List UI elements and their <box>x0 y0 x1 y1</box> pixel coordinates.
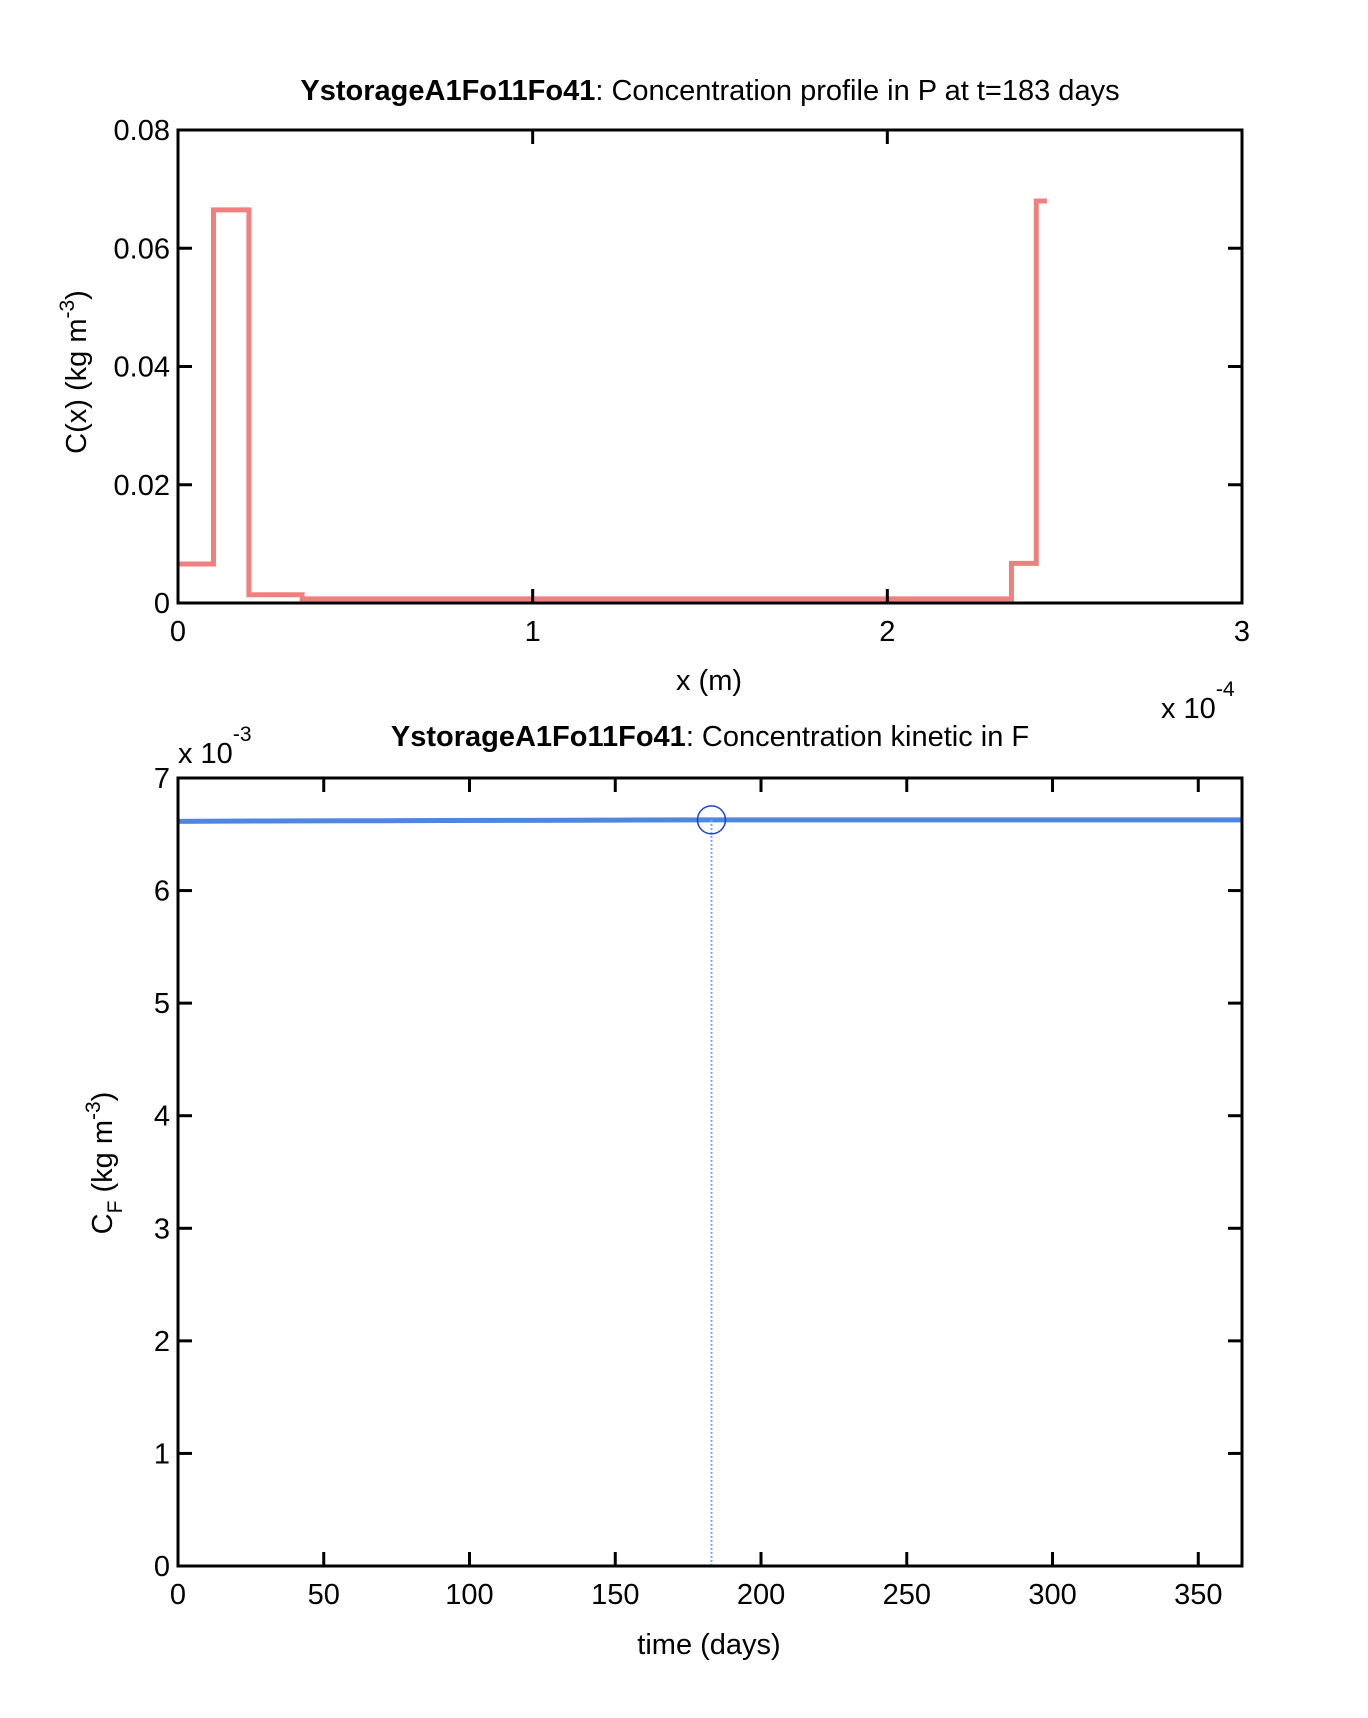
chart1-y-tick-label: 0.04 <box>114 352 170 384</box>
chart1-y-tick-label: 0.06 <box>114 233 170 265</box>
chart2-ticks: 0 50 100 150 200 250 300 350 0 1 2 3 4 5 6 7 <box>154 763 1242 1611</box>
chart2-y-exponent-power: -3 <box>233 723 252 746</box>
chart2-x-axis-label: time (days) <box>637 1629 780 1661</box>
chart1-x-tick-label: 2 <box>879 616 895 648</box>
chart2-series-line-0 <box>177 817 1242 824</box>
chart1-title-rest: : Concentration profile in P at t=183 da… <box>595 75 1119 107</box>
chart2-y-axis-label-close: ) <box>87 1092 119 1102</box>
chart1-y-tick-label: 0.02 <box>114 470 170 502</box>
chart1-y-axis-label-text: C(x) (kg m <box>61 319 93 454</box>
chart1-y-axis-label: C(x) (kg m-3) <box>56 290 93 454</box>
chart1-title-bold: YstorageA1Fo11Fo41 <box>300 75 595 107</box>
chart2-y-axis-label-main: C <box>87 1213 119 1234</box>
chart2-y-tick-label: 6 <box>154 876 170 908</box>
chart2-x-tick-label: 150 <box>591 1579 639 1611</box>
chart2-time-cursor-marker <box>696 805 727 835</box>
chart1-x-exponent-power: -4 <box>1216 678 1235 701</box>
chart2-plot-area <box>176 776 1244 1568</box>
chart1-y-axis-label-close: ) <box>61 290 93 300</box>
chart2-y-tick-label: 4 <box>154 1101 170 1133</box>
chart2-title-rest: : Concentration kinetic in F <box>686 721 1029 753</box>
chart1-x-axis-label: x (m) <box>676 665 742 697</box>
chart1-x-tick-label: 3 <box>1234 616 1250 648</box>
chart1-x-tick-label: 1 <box>525 616 541 648</box>
chart1-ticks: 0 1 2 3 0 0.02 0.04 0.06 0.08 <box>114 115 1251 648</box>
concentration-kinetic-chart: YstorageA1Fo11Fo41: Concentration kineti… <box>82 721 1244 1661</box>
chart2-y-tick-label: 7 <box>154 763 170 795</box>
chart2-y-exponent-base: x 10 <box>178 738 233 770</box>
chart2-x-tick-label: 0 <box>170 1579 186 1611</box>
chart2-x-tick-label: 300 <box>1028 1579 1076 1611</box>
chart2-y-tick-label: 1 <box>154 1438 170 1470</box>
chart2-y-tick-label: 3 <box>154 1213 170 1245</box>
chart1-title: YstorageA1Fo11Fo41: Concentration profil… <box>300 75 1119 107</box>
chart2-y-axis-label: CF (kg m-3) <box>82 1092 127 1235</box>
concentration-profile-chart: YstorageA1Fo11Fo41: Concentration profil… <box>56 75 1250 725</box>
chart2-title: YstorageA1Fo11Fo41: Concentration kineti… <box>391 721 1029 753</box>
chart2-y-axis-label-units: (kg m <box>87 1120 119 1201</box>
chart2-title-bold: YstorageA1Fo11Fo41 <box>391 721 686 753</box>
chart2-axes-frame <box>176 776 1244 1568</box>
chart1-x-exponent-base: x 10 <box>1161 693 1216 725</box>
chart2-x-tick-label: 50 <box>308 1579 340 1611</box>
chart2-x-tick-label: 250 <box>883 1579 931 1611</box>
chart2-x-tick-label: 100 <box>445 1579 493 1611</box>
chart2-y-tick-label: 5 <box>154 988 170 1020</box>
chart2-y-axis-label-sup: -3 <box>82 1101 105 1120</box>
chart1-x-exponent: x 10-4 <box>1161 678 1235 725</box>
chart1-y-tick-label: 0.08 <box>114 115 170 147</box>
chart1-x-tick-label: 0 <box>170 616 186 648</box>
chart2-x-tick-label: 350 <box>1174 1579 1222 1611</box>
chart1-y-tick-label: 0 <box>154 588 170 620</box>
chart2-x-tick-label: 200 <box>737 1579 785 1611</box>
chart2-y-axis-label-sub: F <box>104 1201 127 1214</box>
chart1-series-line-0 <box>178 198 1047 602</box>
chart2-y-exponent: x 10-3 <box>178 723 252 770</box>
chart1-y-axis-label-sup: -3 <box>56 300 79 319</box>
chart2-y-tick-label: 0 <box>154 1551 170 1583</box>
chart2-y-tick-label: 2 <box>154 1326 170 1358</box>
